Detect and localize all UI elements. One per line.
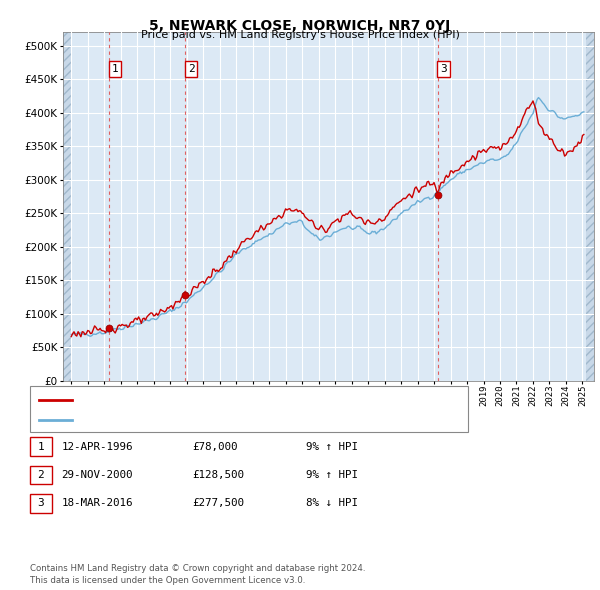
Text: 9% ↑ HPI: 9% ↑ HPI <box>306 442 358 451</box>
Text: £78,000: £78,000 <box>192 442 238 451</box>
Text: 3: 3 <box>440 64 447 74</box>
Text: £128,500: £128,500 <box>192 470 244 480</box>
Bar <box>586 32 594 381</box>
Text: HPI: Average price, detached house, Broadland: HPI: Average price, detached house, Broa… <box>78 415 313 425</box>
Text: 5, NEWARK CLOSE, NORWICH, NR7 0YJ: 5, NEWARK CLOSE, NORWICH, NR7 0YJ <box>149 19 451 33</box>
Text: 12-APR-1996: 12-APR-1996 <box>61 442 133 451</box>
Text: £277,500: £277,500 <box>192 499 244 508</box>
Bar <box>63 32 71 381</box>
Text: 29-NOV-2000: 29-NOV-2000 <box>61 470 133 480</box>
Text: Price paid vs. HM Land Registry's House Price Index (HPI): Price paid vs. HM Land Registry's House … <box>140 30 460 40</box>
Text: 8% ↓ HPI: 8% ↓ HPI <box>306 499 358 508</box>
Text: 9% ↑ HPI: 9% ↑ HPI <box>306 470 358 480</box>
Text: 2: 2 <box>188 64 194 74</box>
Text: 2: 2 <box>37 470 44 480</box>
Text: 3: 3 <box>37 499 44 508</box>
Text: 1: 1 <box>112 64 118 74</box>
Text: Contains HM Land Registry data © Crown copyright and database right 2024.
This d: Contains HM Land Registry data © Crown c… <box>30 565 365 585</box>
Text: 5, NEWARK CLOSE, NORWICH, NR7 0YJ (detached house): 5, NEWARK CLOSE, NORWICH, NR7 0YJ (detac… <box>78 395 361 405</box>
Text: 18-MAR-2016: 18-MAR-2016 <box>61 499 133 508</box>
Text: 1: 1 <box>37 442 44 451</box>
